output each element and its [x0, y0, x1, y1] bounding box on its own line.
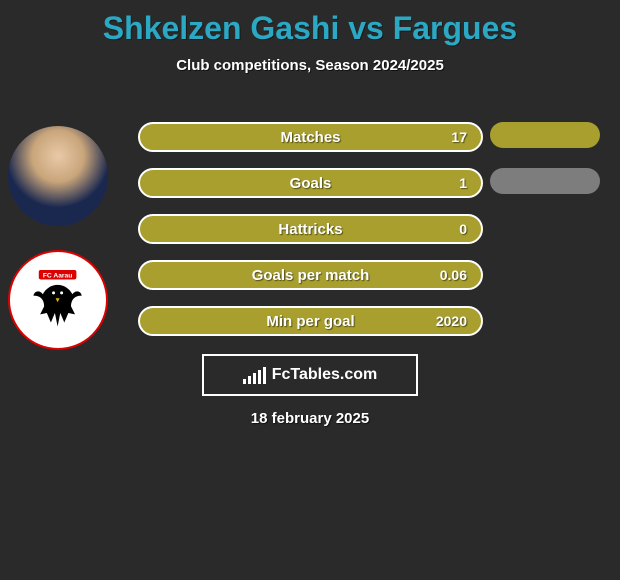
stat-label: Goals per match [252, 267, 370, 284]
stat-label: Min per goal [266, 313, 354, 330]
page-subtitle: Club competitions, Season 2024/2025 [0, 57, 620, 74]
stat-label: Hattricks [278, 221, 342, 238]
stat-row-mpg: Min per goal 2020 [138, 306, 483, 336]
eagle-icon: FC Aarau [24, 266, 91, 333]
page-title: Shkelzen Gashi vs Fargues [0, 0, 620, 47]
side-pills [490, 122, 600, 214]
stat-label: Goals [290, 175, 332, 192]
club-badge: FC Aarau [8, 250, 108, 350]
pill-player [490, 122, 600, 148]
date-text: 18 february 2025 [0, 410, 620, 427]
stat-value: 0.06 [440, 267, 467, 283]
pill-opponent [490, 168, 600, 194]
stat-value: 2020 [436, 313, 467, 329]
stat-row-hattricks: Hattricks 0 [138, 214, 483, 244]
stat-value: 1 [459, 175, 467, 191]
chart-icon [243, 366, 266, 384]
avatars-column: FC Aarau [8, 126, 108, 374]
stats-column: Matches 17 Goals 1 Hattricks 0 Goals per… [138, 122, 483, 352]
stat-value: 17 [451, 129, 467, 145]
stat-row-goals: Goals 1 [138, 168, 483, 198]
comparison-card: Shkelzen Gashi vs Fargues Club competiti… [0, 0, 620, 580]
player-avatar [8, 126, 108, 226]
stat-label: Matches [280, 129, 340, 146]
stat-row-matches: Matches 17 [138, 122, 483, 152]
branding-text: FcTables.com [272, 366, 378, 384]
stat-value: 0 [459, 221, 467, 237]
stat-row-gpm: Goals per match 0.06 [138, 260, 483, 290]
svg-text:FC Aarau: FC Aarau [43, 273, 73, 280]
branding-box: FcTables.com [202, 354, 418, 396]
